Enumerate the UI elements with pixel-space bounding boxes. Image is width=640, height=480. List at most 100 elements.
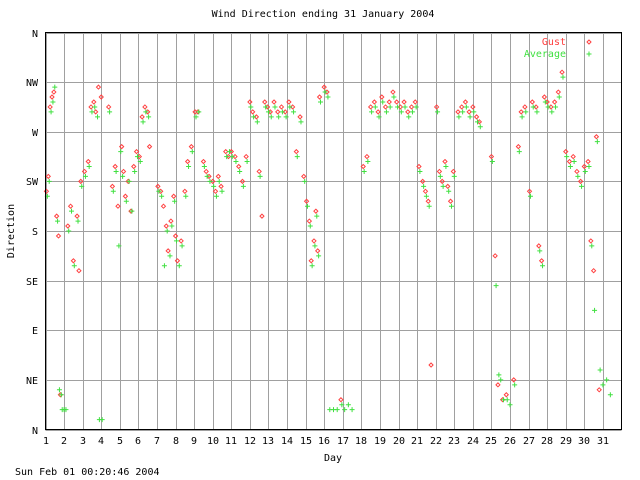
average-point (456, 114, 462, 120)
gust-point (163, 223, 169, 229)
gust-point (85, 158, 91, 165)
gust-point (503, 392, 510, 398)
gust-point (278, 104, 285, 110)
average-point (534, 109, 540, 115)
gust-point (511, 377, 517, 383)
average-point (66, 228, 72, 234)
average-point (446, 188, 452, 194)
gust-point (215, 173, 222, 180)
average-point (216, 178, 222, 184)
gust-point (200, 158, 207, 165)
chart-grid (45, 32, 622, 431)
average-point (380, 99, 386, 105)
x-tick-label: 28 (541, 436, 553, 447)
average-point (527, 193, 533, 199)
average-point (113, 168, 119, 174)
average-point (443, 163, 449, 169)
gust-point (476, 119, 483, 125)
average-point (140, 119, 146, 125)
gust-point (264, 104, 271, 110)
average-point (512, 382, 518, 388)
average-point (604, 377, 610, 383)
gust-point (425, 198, 431, 204)
average-point (123, 198, 129, 204)
gust-point (577, 178, 584, 185)
gust-point (243, 153, 249, 160)
average-point (361, 168, 367, 174)
gust-point (428, 362, 434, 368)
x-tick-label: 20 (393, 436, 405, 447)
average-point (467, 114, 473, 120)
gust-point (289, 104, 296, 110)
y-tick-label: E (32, 326, 38, 337)
gust-point (95, 84, 102, 90)
gust-point (412, 99, 418, 105)
average-point (263, 104, 269, 110)
gust-point (405, 109, 411, 115)
average-point (586, 163, 592, 169)
average-point (71, 263, 77, 269)
average-point (46, 178, 52, 184)
average-point (129, 208, 135, 214)
average-point (475, 119, 480, 125)
gust-point (182, 188, 188, 195)
gust-point (533, 104, 539, 110)
gust-point (538, 258, 545, 264)
legend-marker-gust (586, 39, 592, 45)
average-point (376, 114, 382, 120)
average-point (493, 283, 499, 289)
gust-point (297, 114, 303, 120)
average-point (211, 183, 217, 189)
average-point (317, 99, 323, 105)
x-tick-label: 9 (191, 436, 197, 447)
gust-point (55, 233, 62, 239)
gust-point (364, 153, 370, 160)
average-point (79, 183, 85, 189)
average-point (58, 392, 64, 398)
gust-point (232, 153, 238, 160)
average-point (283, 114, 289, 120)
gust-point (419, 178, 426, 185)
average-point (99, 417, 105, 423)
footer-timestamp: Sun Feb 01 00:20:46 2004 (15, 467, 160, 478)
average-point (237, 168, 243, 174)
average-point (279, 109, 285, 115)
average-point (107, 109, 113, 115)
average-point (309, 263, 315, 269)
average-point (164, 228, 170, 234)
gust-point (157, 188, 164, 195)
gust-point (574, 168, 580, 175)
gust-point (367, 104, 374, 110)
x-tick-label: 13 (262, 436, 274, 447)
gust-point (488, 153, 495, 160)
gust-point (536, 243, 542, 249)
gust-point (416, 163, 422, 170)
x-tick-label: 1 (43, 436, 49, 447)
x-tick-label: 4 (98, 436, 104, 447)
y-axis-label: Direction (6, 204, 17, 258)
average-point (161, 263, 167, 269)
gust-point (439, 178, 445, 185)
average-point (463, 104, 469, 110)
average-point (134, 154, 140, 160)
gust-point (371, 99, 378, 105)
gust-point (293, 148, 300, 155)
x-tick-label: 5 (117, 436, 123, 447)
gust-point (249, 109, 256, 115)
average-point (179, 243, 185, 249)
gust-point (218, 183, 224, 190)
average-point (507, 402, 513, 408)
average-point (156, 188, 162, 194)
gust-point (168, 218, 174, 224)
average-point (365, 159, 371, 165)
average-point (589, 243, 595, 249)
gust-point (267, 109, 274, 115)
gust-point (473, 114, 480, 120)
gust-point (170, 193, 177, 199)
gust-point (256, 168, 262, 175)
gust-point (311, 238, 317, 244)
average-point (504, 397, 510, 403)
average-point (189, 149, 195, 155)
average-point (489, 159, 495, 165)
average-point (540, 263, 546, 269)
